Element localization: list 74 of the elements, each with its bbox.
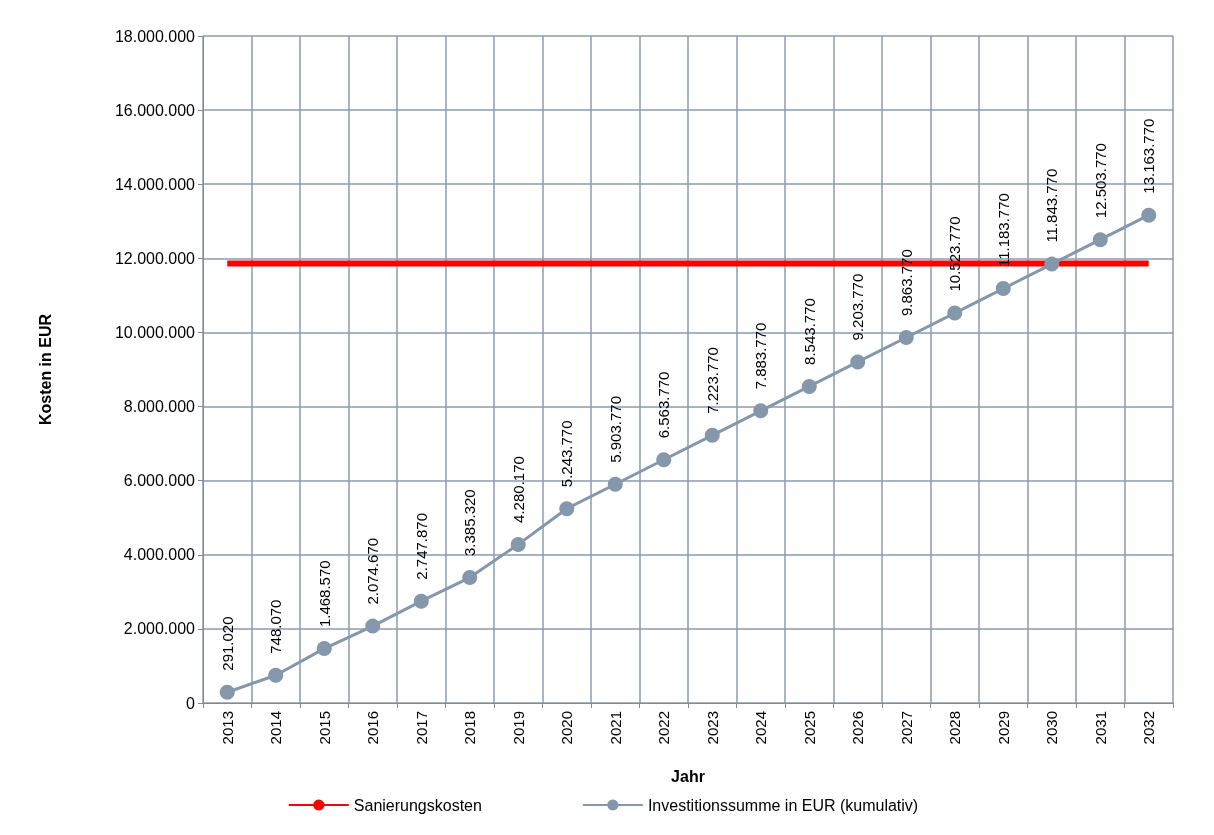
data-label: 6.563.770 [655,371,673,439]
x-tick-label: 2022 [655,711,673,745]
legend-label: Investitionssumme in EUR (kumulativ) [647,796,919,814]
x-tick-label: 2032 [1140,711,1158,745]
y-tick-label: 6.000.000 [123,472,196,490]
point [1044,256,1060,272]
data-label: 12.503.770 [1091,143,1109,219]
x-tick-label: 2016 [364,711,382,745]
data-label: 9.863.770 [897,249,915,316]
x-tick-label: 2019 [509,711,527,745]
x-axis-title: Jahr [671,767,705,785]
point [1092,232,1108,248]
y-tick-label: 18.000.000 [114,27,196,45]
y-tick-label: 4.000.000 [123,546,196,564]
point [268,667,284,683]
point [365,618,381,634]
point [413,593,429,609]
point [607,476,623,492]
data-label: 4.280.170 [509,456,527,523]
point [316,641,332,657]
data-label: 8.543.770 [800,298,818,365]
data-label: 3.385.320 [461,489,479,557]
point [898,330,914,345]
data-label: 9.203.770 [849,273,867,341]
data-label: 291.020 [218,616,236,671]
data-label: 5.243.770 [558,420,576,488]
y-tick-label: 12.000.000 [114,249,196,267]
x-tick-label: 2029 [994,711,1012,745]
point [219,684,235,700]
point [850,354,866,370]
y-tick-label: 10.000.000 [114,323,196,341]
y-tick-label: 16.000.000 [114,101,196,119]
x-tick-label: 2030 [1043,711,1061,745]
data-label: 7.883.770 [752,322,770,390]
x-tick-label: 2026 [849,711,867,745]
x-tick-label: 2021 [606,711,624,745]
x-tick-label: 2027 [897,711,915,745]
point [656,452,672,468]
x-tick-label: 2017 [412,711,430,745]
data-label: 11.183.770 [994,193,1012,268]
y-axis-title: Kosten in EUR [36,313,54,426]
data-label: 5.903.770 [606,396,624,463]
y-tick-label: 0 [186,694,196,712]
x-tick-label: 2013 [218,711,236,745]
x-tick-label: 2020 [558,711,576,745]
x-tick-label: 2028 [946,711,964,745]
y-tick-label: 14.000.000 [114,175,196,193]
data-label: 10.523.770 [946,216,964,292]
point [1141,207,1157,223]
data-label: 1.468.570 [315,560,333,628]
y-tick-label: 8.000.000 [123,398,196,416]
x-tick-label: 2023 [703,711,721,745]
x-tick-label: 2025 [800,711,818,745]
data-label: 748.070 [267,599,285,654]
legend-label: Sanierungskosten [353,796,482,814]
point [801,378,817,394]
data-label: 2.074.670 [364,537,382,605]
point [947,305,963,321]
data-label: 2.747.870 [412,512,430,580]
x-tick-label: 2024 [752,711,770,745]
point [462,570,478,586]
data-label: 11.843.770 [1043,168,1061,243]
x-tick-label: 2018 [461,711,479,745]
data-label: 7.223.770 [703,347,721,414]
x-tick-label: 2015 [315,711,333,745]
point [704,427,720,443]
y-tick-label: 2.000.000 [123,620,196,638]
point [753,403,769,419]
data-label: 13.163.770 [1140,118,1158,194]
point [995,281,1011,297]
point [559,501,575,517]
x-tick-label: 2031 [1091,711,1109,745]
x-tick-label: 2014 [267,711,285,745]
point [510,536,526,552]
